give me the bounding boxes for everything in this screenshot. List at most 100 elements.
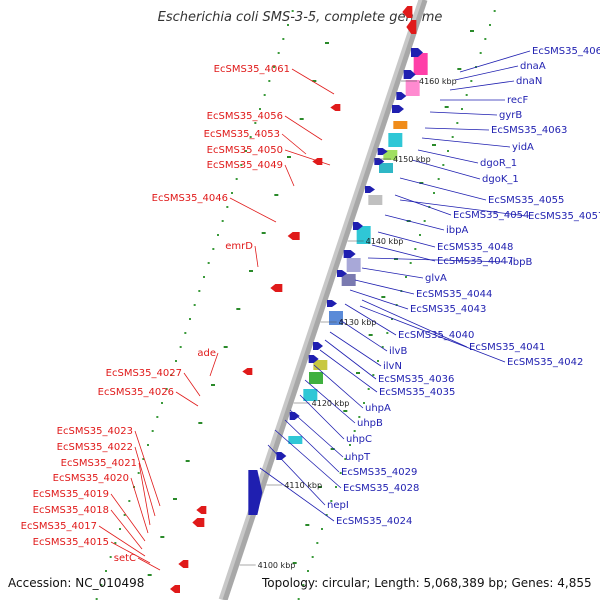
gene-band — [413, 53, 428, 75]
tick-dash — [381, 296, 386, 298]
gene-label-forward: yidA — [512, 142, 534, 153]
gc-dot — [307, 570, 309, 572]
gene-arrow — [242, 368, 253, 375]
leader-line-forward — [367, 257, 509, 263]
gene-label-forward: EcSMS35_4024 — [336, 516, 412, 527]
leader-line-forward — [304, 379, 356, 424]
gene-arrow — [276, 452, 287, 460]
gc-dot — [156, 416, 159, 418]
gc-dot — [414, 248, 417, 250]
gene-label-forward: EcSMS35_4028 — [343, 483, 419, 494]
gc-dot — [175, 360, 177, 362]
gene-arrow — [196, 506, 207, 514]
kbp-label: 4150 kbp — [393, 155, 431, 164]
gene-band — [356, 226, 371, 244]
leader-line-forward — [417, 149, 479, 164]
gc-dot — [335, 486, 337, 488]
tick-dash — [236, 308, 241, 310]
gene-label-forward: EcSMS35_4054 — [453, 210, 529, 221]
tick-dash — [318, 486, 322, 488]
gene-label-forward: ilvN — [383, 361, 402, 372]
gc-dot — [268, 80, 271, 82]
leader-line-forward — [377, 231, 436, 248]
leader-line-forward — [361, 299, 468, 348]
gene-arrow — [178, 560, 189, 568]
tick-dash — [419, 182, 424, 184]
gene-label-forward: EcSMS35_4047 — [437, 256, 513, 267]
kbp-label: 4160 kbp — [419, 77, 457, 86]
gene-label-reverse: EcSMS35_4061 — [214, 64, 290, 75]
gene-label-forward: uhpB — [357, 418, 383, 429]
gc-dot — [259, 108, 261, 110]
leader-line-forward — [274, 429, 342, 489]
gene-label-forward: EcSMS35_4035 — [379, 387, 455, 398]
leader-line-reverse — [284, 115, 323, 141]
leader-line-reverse — [175, 391, 199, 407]
kbp-label: 4140 kbp — [366, 237, 404, 246]
gc-dot — [489, 24, 491, 26]
gc-dot — [484, 38, 487, 40]
gene-label-forward: EcSMS35_4036 — [378, 374, 454, 385]
kbp-label: 4120 kbp — [312, 399, 350, 408]
gc-dot — [273, 66, 275, 68]
gene-label-forward: EcSMS35_4041 — [469, 342, 545, 353]
gc-dot — [277, 52, 280, 54]
tick-dash — [299, 118, 304, 120]
gc-dot — [367, 388, 370, 390]
gene-arrow — [270, 284, 283, 292]
leader-line-forward — [429, 111, 498, 116]
gene-arrow — [374, 158, 385, 165]
gene-label-reverse: EcSMS35_4018 — [33, 505, 109, 516]
leader-line-forward — [344, 303, 397, 336]
gc-dot — [302, 584, 305, 586]
gene-label-reverse: EcSMS35_4026 — [98, 387, 174, 398]
leader-lines — [98, 50, 531, 571]
gc-dot — [161, 402, 163, 404]
leader-line-reverse — [284, 149, 331, 166]
gene-label-reverse: EcSMS35_4015 — [33, 537, 109, 548]
gene-label-reverse: EcSMS35_4019 — [33, 489, 109, 500]
gc-dot — [344, 458, 347, 460]
tick-dash — [470, 30, 474, 32]
gc-dot — [330, 500, 333, 502]
tick-dash — [274, 194, 279, 196]
gene-band — [303, 389, 318, 401]
gene-band — [288, 436, 303, 444]
gene-arrow — [170, 585, 180, 593]
gene-band — [379, 163, 393, 173]
tick-dash — [223, 346, 228, 348]
leader-line-forward — [371, 244, 436, 262]
gene-arrow — [403, 70, 416, 79]
gc-dot — [391, 318, 393, 320]
leader-line-reverse — [110, 541, 151, 564]
gc-dot — [339, 472, 342, 474]
kbp-label: 4110 kbp — [284, 481, 322, 490]
tick-dash — [249, 270, 253, 272]
leader-line-reverse — [284, 164, 295, 187]
leader-line-forward — [394, 194, 452, 216]
gc-dot — [142, 458, 145, 460]
gene-label-forward: uhpA — [365, 403, 391, 414]
gc-dot — [193, 304, 196, 306]
gc-dot — [226, 206, 229, 208]
tick-dash — [368, 334, 373, 336]
leader-line-forward — [361, 267, 424, 279]
tick-dash — [325, 42, 329, 44]
gc-dot — [423, 220, 426, 222]
gc-dot — [442, 164, 445, 166]
gc-dot — [447, 150, 449, 152]
gene-label-reverse: ade — [197, 348, 216, 359]
gc-dot — [325, 514, 328, 516]
map-title: Escherichia coli SMS-3-5, complete genom… — [157, 10, 443, 25]
tick-dash — [457, 68, 462, 70]
gene-arrow — [396, 92, 407, 100]
tick-dash — [292, 562, 297, 564]
tick-dash — [343, 410, 348, 412]
gc-dot — [207, 262, 210, 264]
gc-dot — [119, 528, 121, 530]
gc-dot — [311, 556, 314, 558]
gc-dot — [179, 346, 182, 348]
leader-line-forward — [289, 409, 344, 458]
gene-label-reverse: EcSMS35_4027 — [106, 368, 182, 379]
gc-dot — [479, 52, 482, 54]
